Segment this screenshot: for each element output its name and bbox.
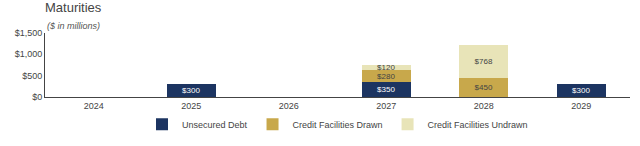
svg-text:Unsecured Debt: Unsecured Debt [182, 120, 248, 130]
svg-text:$1,000: $1,000 [15, 49, 43, 59]
svg-text:$300: $300 [572, 86, 590, 95]
svg-text:$450: $450 [475, 83, 493, 92]
svg-text:($ in millions): ($ in millions) [47, 21, 100, 31]
svg-text:2027: 2027 [376, 101, 396, 111]
svg-text:$280: $280 [377, 72, 395, 81]
svg-text:2029: 2029 [571, 101, 591, 111]
svg-text:$1,500: $1,500 [15, 28, 43, 38]
svg-text:Credit Facilities Drawn: Credit Facilities Drawn [293, 120, 383, 130]
svg-text:$120: $120 [377, 63, 395, 72]
svg-text:Maturities: Maturities [45, 0, 102, 15]
svg-text:2024: 2024 [84, 101, 104, 111]
svg-text:$500: $500 [22, 71, 42, 81]
svg-text:2025: 2025 [181, 101, 201, 111]
svg-text:$350: $350 [377, 85, 395, 94]
svg-text:$768: $768 [475, 57, 493, 66]
svg-text:Credit Facilities Undrawn: Credit Facilities Undrawn [428, 120, 528, 130]
svg-text:$300: $300 [182, 86, 200, 95]
svg-text:2028: 2028 [474, 101, 494, 111]
svg-text:$0: $0 [32, 92, 42, 102]
svg-text:2026: 2026 [279, 101, 299, 111]
